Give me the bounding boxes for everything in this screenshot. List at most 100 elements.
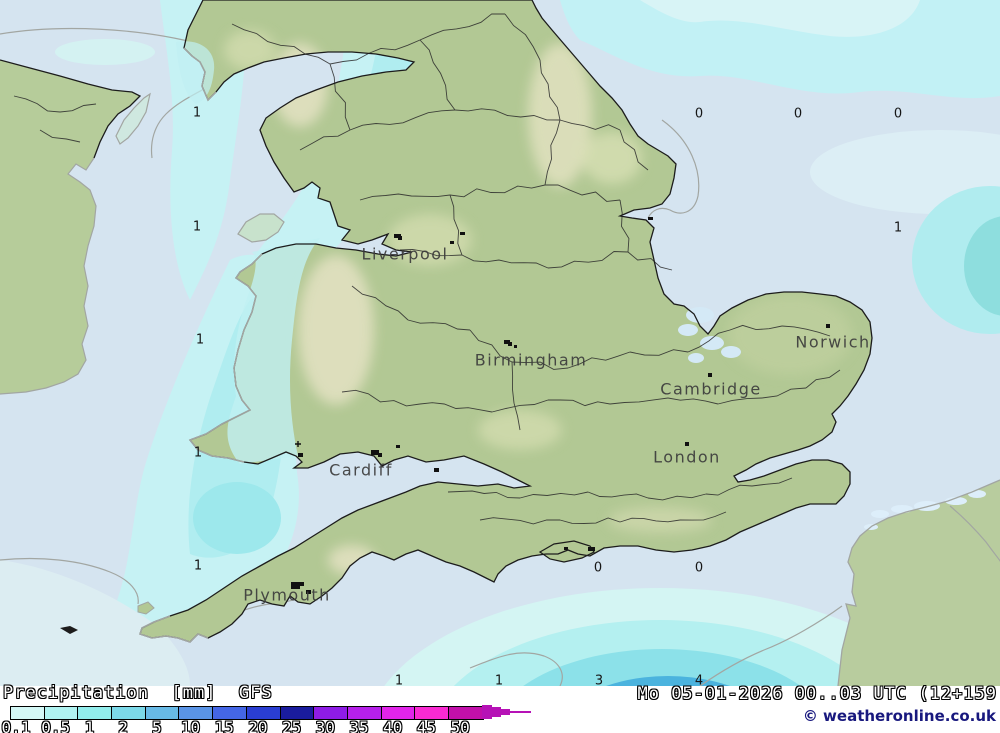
county-boundary-line xyxy=(399,248,463,257)
cross-mark xyxy=(295,441,301,447)
county-boundary-line xyxy=(587,491,649,499)
county-boundary-line xyxy=(544,119,561,186)
legend-tick-label: 0.5 xyxy=(41,718,71,733)
county-boundary-line xyxy=(781,325,831,337)
legend-segment-50 xyxy=(448,707,483,719)
county-boundary-line xyxy=(349,109,456,131)
legend-segment-25 xyxy=(280,707,315,719)
legend-segment-0.1 xyxy=(11,707,45,719)
county-boundary-line xyxy=(619,129,649,171)
county-boundary-line xyxy=(717,397,763,405)
legend-tick-label: 50 xyxy=(450,718,470,733)
legend-footer: Precipitation [mm] GFS 0.1 0.5 1 2 5 10 15 20 25… xyxy=(0,683,1000,733)
county-boundary-line xyxy=(761,387,807,399)
legend-tick-label: 35 xyxy=(349,718,369,733)
county-boundary-line xyxy=(547,251,629,269)
coastlines xyxy=(0,0,1000,686)
county-boundary-line xyxy=(609,397,669,405)
county-boundary-line xyxy=(419,39,456,111)
light-precip-patches xyxy=(678,307,986,530)
legend-tick-label: 30 xyxy=(315,718,335,733)
county-boundary-line xyxy=(511,361,521,431)
terrain-shading xyxy=(224,30,852,575)
county-boundary-line xyxy=(545,184,621,202)
legend-segment-20 xyxy=(246,707,281,719)
landmasses xyxy=(0,0,1000,686)
forecast-datetime: Mo 05-01-2026 00..03 UTC (12+159 xyxy=(637,684,997,704)
county-boundary-line xyxy=(729,324,783,331)
county-boundary-line xyxy=(504,13,541,61)
county-boundary-line xyxy=(491,399,549,413)
county-boundary-line xyxy=(559,517,621,524)
county-boundary-line xyxy=(351,285,409,321)
legend-tick-label: 2 xyxy=(118,718,128,733)
county-boundary-line xyxy=(511,361,569,370)
legend-segment-2 xyxy=(112,707,146,719)
county-boundary-line xyxy=(299,129,351,151)
legend-tick-label: 20 xyxy=(248,718,268,733)
precipitation-map xyxy=(0,0,1000,686)
islet-mark xyxy=(60,626,78,634)
legend-tick-label: 10 xyxy=(180,718,201,733)
legend-tick-label: 5 xyxy=(151,718,162,733)
county-boundary-line xyxy=(667,397,719,405)
great-britain-land xyxy=(140,0,872,642)
county-boundary-line xyxy=(751,477,793,487)
county-boundary-line xyxy=(13,95,61,113)
county-boundary-line xyxy=(705,484,753,496)
legend-segment-5 xyxy=(145,707,180,719)
county-boundary-line xyxy=(469,329,513,363)
county-boundaries xyxy=(13,13,841,525)
county-boundary-line xyxy=(679,511,727,521)
county-boundary-line xyxy=(39,129,81,143)
county-boundary-line xyxy=(449,184,546,198)
county-boundary-line xyxy=(447,490,521,499)
legend-tick-label: 45 xyxy=(416,718,437,733)
legend-segment-35 xyxy=(347,707,382,719)
legend-tick-label: 0.1 xyxy=(1,718,31,733)
anglesey xyxy=(237,213,285,243)
legend-tick-label: 25 xyxy=(281,718,302,733)
precip-over-land xyxy=(176,41,320,464)
county-boundary-line xyxy=(419,13,506,41)
county-boundary-line xyxy=(805,369,841,389)
county-boundary-line xyxy=(359,193,451,201)
isle-of-man xyxy=(115,92,151,145)
county-boundary-line xyxy=(687,329,731,353)
county-boundary-line xyxy=(59,103,97,113)
county-boundary-line xyxy=(454,108,561,121)
county-boundary-line xyxy=(548,399,611,407)
county-boundary-line xyxy=(567,351,631,369)
county-boundary-line xyxy=(647,493,707,501)
legend-segment-40 xyxy=(381,707,416,719)
legend-scale-labels: 0.1 0.5 1 2 5 10 15 20 25 30 35 40 45 50 xyxy=(0,718,540,733)
county-boundary-line xyxy=(479,517,561,525)
county-boundary-line xyxy=(329,63,351,131)
county-boundary-line xyxy=(231,23,331,65)
county-boundary-line xyxy=(407,319,471,331)
legend-tick-label: 40 xyxy=(383,718,403,733)
county-boundary-line xyxy=(341,389,421,407)
legend-title: Precipitation [mm] GFS xyxy=(3,683,273,703)
county-boundary-line xyxy=(619,517,681,523)
france-land xyxy=(838,480,1000,686)
ireland-land xyxy=(0,60,140,394)
copyright-link[interactable]: © weatheronline.co.uk xyxy=(802,707,996,725)
urban-areas xyxy=(291,217,653,594)
legend-tick-label: 1 xyxy=(84,718,95,733)
county-boundary-line xyxy=(619,199,630,253)
county-boundary-line xyxy=(539,59,561,121)
county-boundary-line xyxy=(627,251,673,271)
county-boundary-line xyxy=(329,39,421,65)
county-boundary-line xyxy=(559,119,621,131)
county-boundary-line xyxy=(519,491,589,499)
legend-colorbar xyxy=(10,706,484,720)
isle-of-wight xyxy=(538,540,595,563)
county-boundary-line xyxy=(461,254,549,269)
county-boundary-line xyxy=(419,402,493,413)
county-boundary-line xyxy=(629,349,689,356)
legend-segment-10 xyxy=(179,707,214,719)
legend-segment-15 xyxy=(213,707,247,719)
legend-segment-0.5 xyxy=(44,707,79,719)
